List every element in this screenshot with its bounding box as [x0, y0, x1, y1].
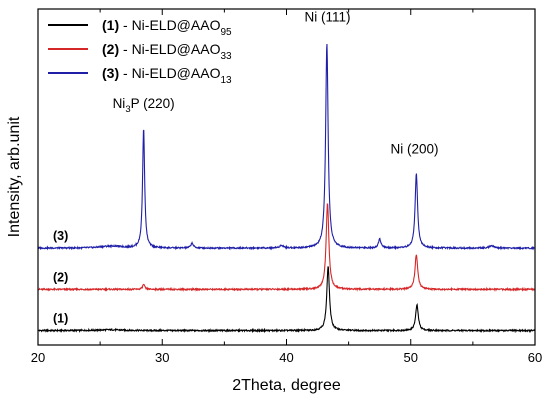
x-tick-label: 20	[31, 350, 45, 365]
x-tick-label: 30	[155, 350, 169, 365]
sample-labels: (1) (2) (3)	[53, 229, 68, 325]
series-layer	[37, 44, 536, 334]
sample-label-3: (3)	[53, 229, 68, 243]
peak-annotation-3: Ni (200)	[390, 141, 438, 156]
series-line-2	[37, 203, 536, 293]
legend-entry-1: (1) - Ni-ELD@AAO95	[48, 17, 232, 38]
sample-label-1: (1)	[53, 312, 68, 326]
plot-frame	[37, 8, 536, 346]
legend-entry-2: (2) - Ni-ELD@AAO33	[48, 41, 232, 62]
series-line-1	[37, 266, 536, 334]
y-axis-title: Intensity, arb.unit	[6, 116, 23, 237]
x-axis-title: 2Theta, degree	[232, 377, 341, 394]
legend-entry-3: (3) - Ni-ELD@AAO13	[48, 65, 232, 86]
x-tick-label: 60	[528, 350, 542, 365]
x-tick-label: 50	[404, 350, 418, 365]
sample-label-2: (2)	[53, 270, 68, 284]
legend-label: (2) - Ni-ELD@AAO33	[102, 41, 232, 62]
legend-label: (1) - Ni-ELD@AAO95	[102, 17, 232, 38]
peak-annotation-2: Ni (111)	[304, 9, 350, 24]
legend: (1) - Ni-ELD@AAO95 (2) - Ni-ELD@AAO33 (3) …	[48, 17, 232, 86]
x-tick-label: 40	[279, 350, 293, 365]
legend-label: (3) - Ni-ELD@AAO13	[102, 65, 232, 86]
series-line-3	[37, 44, 536, 251]
peak-annotations: Ni3P (220) Ni (111) Ni (200)	[113, 9, 439, 156]
peak-annotation-1: Ni3P (220)	[113, 96, 175, 115]
x-axis-ticks: 20 30 40 50 60	[31, 9, 542, 365]
